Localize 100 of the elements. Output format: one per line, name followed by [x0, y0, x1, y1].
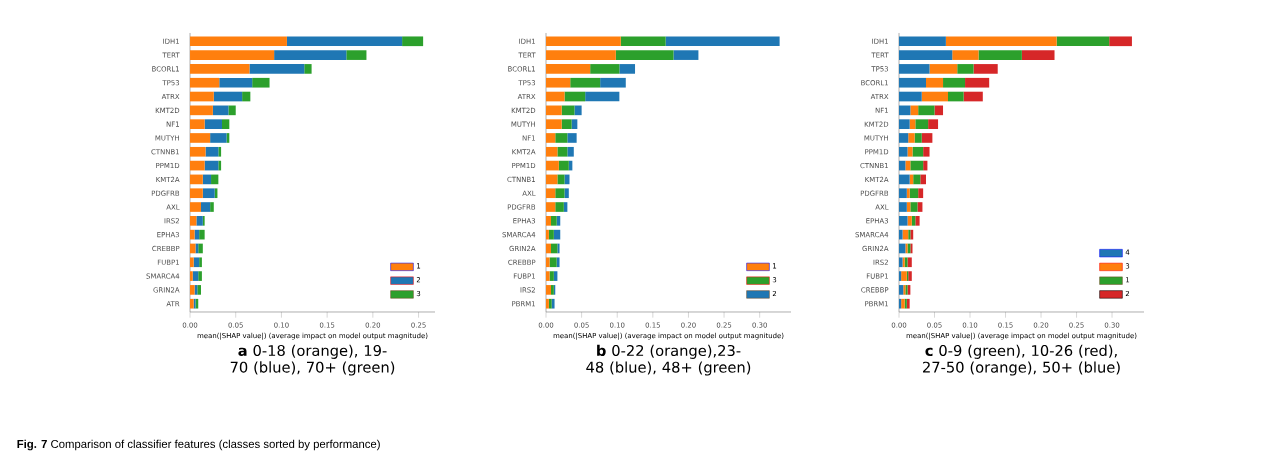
bar [402, 36, 424, 47]
bar [907, 257, 912, 268]
bar [546, 36, 621, 47]
bar [952, 50, 979, 60]
bar [913, 174, 921, 185]
bar [907, 216, 912, 226]
bar [212, 105, 229, 116]
bar [546, 202, 556, 212]
bar [546, 77, 571, 88]
bar [198, 243, 203, 254]
text: b 0-22 (orange),23-48 (blue), 48+ (green) [586, 344, 751, 376]
bar [918, 105, 935, 116]
bar [1109, 36, 1132, 47]
bar [196, 216, 203, 226]
bar [899, 105, 911, 116]
bar [252, 77, 270, 88]
bar [557, 146, 568, 157]
bar [917, 202, 923, 212]
bar [210, 202, 214, 212]
bar [190, 77, 220, 88]
bar [570, 77, 601, 88]
bar [202, 174, 212, 185]
bar [546, 174, 558, 185]
bar [561, 119, 572, 129]
bar [190, 91, 214, 102]
bar [286, 36, 403, 47]
bar [190, 243, 196, 254]
bar [190, 174, 203, 185]
bar [978, 50, 1022, 60]
bar [899, 119, 910, 129]
bar [546, 146, 558, 157]
bar [909, 188, 919, 199]
bar [546, 229, 549, 240]
bar [546, 160, 559, 171]
bar [555, 202, 564, 212]
bar [567, 146, 574, 157]
bar [899, 146, 908, 157]
bar [346, 50, 367, 60]
bar [963, 91, 983, 102]
bar [546, 257, 550, 268]
bar [546, 105, 562, 116]
bar [923, 146, 930, 157]
bar [590, 64, 620, 74]
bar [198, 271, 202, 281]
bar [556, 257, 560, 268]
bar [915, 119, 929, 129]
bar [228, 105, 236, 116]
bar [564, 91, 586, 102]
bar [190, 146, 206, 157]
text: a 0-18 (orange), 19-70 (blue), 70+ (green) [230, 344, 395, 376]
bar [564, 174, 570, 185]
bar [549, 271, 554, 281]
bar [921, 133, 933, 143]
bar [918, 188, 924, 199]
bar [899, 91, 922, 102]
bar [899, 50, 953, 60]
bar [242, 91, 251, 102]
bar [615, 50, 674, 60]
bar [906, 188, 910, 199]
bar [192, 271, 199, 281]
bar [899, 64, 930, 74]
bar [558, 160, 569, 171]
bar [546, 91, 565, 102]
bar [549, 257, 557, 268]
bar [551, 216, 557, 226]
bar [190, 202, 201, 212]
bar [190, 64, 250, 74]
bar [546, 50, 616, 60]
bar [909, 119, 916, 129]
bar [957, 64, 974, 74]
bar [915, 216, 920, 226]
bar [665, 36, 780, 47]
bar [199, 257, 202, 268]
bar [213, 91, 243, 102]
bar [205, 146, 219, 157]
bar [546, 133, 556, 143]
bar [546, 119, 562, 129]
bar [910, 202, 918, 212]
bar [190, 271, 193, 281]
bar [274, 50, 347, 60]
bar [199, 229, 205, 240]
bar [905, 160, 911, 171]
bar [914, 133, 922, 143]
bar [204, 119, 223, 129]
bar [899, 36, 946, 47]
bar [1021, 50, 1055, 60]
bar [925, 77, 944, 88]
bar [673, 50, 699, 60]
bar [571, 119, 578, 129]
bar [620, 36, 666, 47]
bar [948, 91, 964, 102]
bar [965, 77, 990, 88]
bar [249, 64, 305, 74]
bar [899, 229, 903, 240]
bar [546, 243, 551, 254]
bar [910, 105, 919, 116]
bar [899, 188, 907, 199]
bar [899, 77, 926, 88]
bar [218, 146, 222, 157]
bar [619, 64, 636, 74]
